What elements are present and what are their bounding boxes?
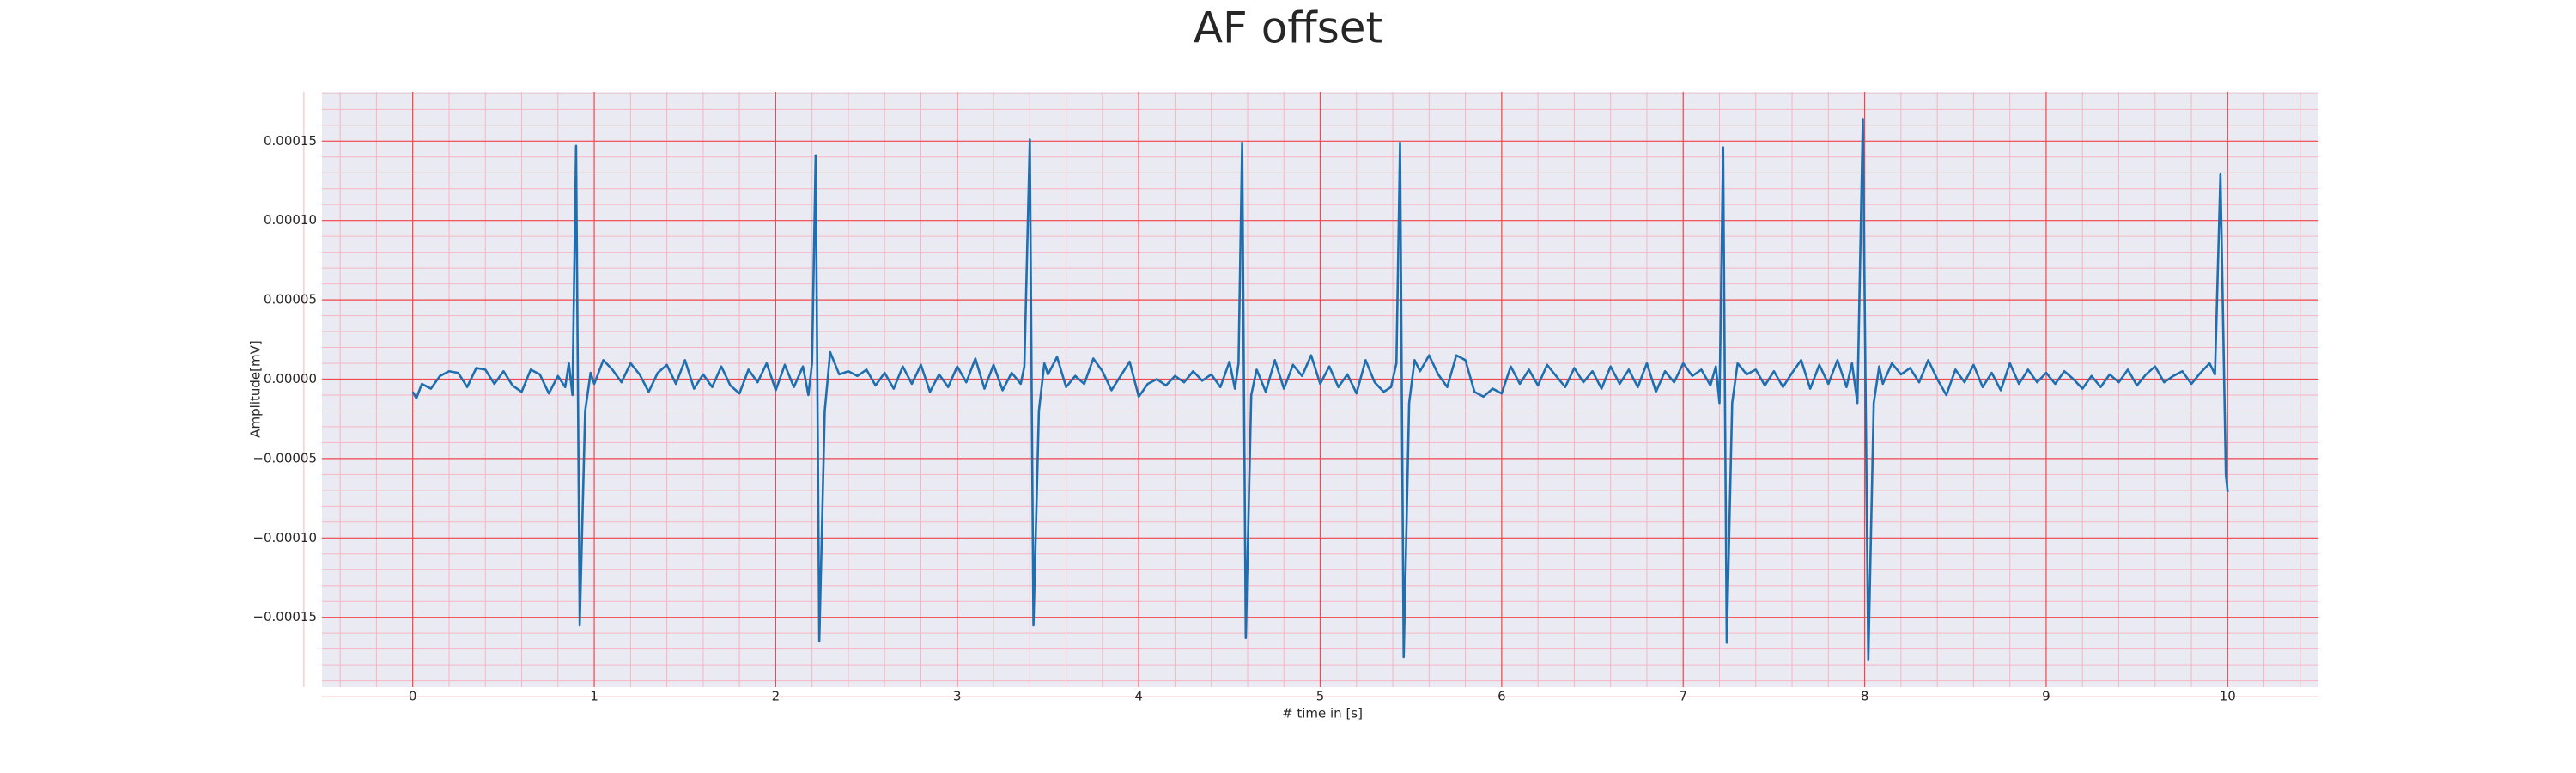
line bbox=[411, 118, 2229, 661]
x-tick-label: 5 bbox=[1316, 689, 1325, 704]
y-tick-label: 0.00000 bbox=[264, 371, 317, 386]
y-tick-label: −0.00005 bbox=[252, 450, 317, 466]
chart-title: AF offset bbox=[1194, 3, 1382, 53]
x-tick-label: 6 bbox=[1498, 689, 1506, 704]
x-tick-label: 9 bbox=[2042, 689, 2050, 704]
y-tick-label: −0.00015 bbox=[252, 609, 317, 624]
y-tick-label: 0.00015 bbox=[264, 133, 317, 149]
x-tick-label: 0 bbox=[409, 689, 417, 704]
x-tick-label: 3 bbox=[953, 689, 962, 704]
y-tick-label: 0.00005 bbox=[264, 292, 317, 307]
x-tick-label: 7 bbox=[1679, 689, 1687, 704]
y-axis-label: Amplitude[mV] bbox=[248, 340, 264, 437]
y-tick-label: 0.00010 bbox=[264, 212, 317, 228]
x-tick-label: 1 bbox=[590, 689, 598, 704]
y-tick-label: −0.00010 bbox=[252, 530, 317, 545]
x-tick-label: 4 bbox=[1134, 689, 1143, 704]
x-tick-label: 8 bbox=[1861, 689, 1869, 704]
x-axis-label: # time in [s] bbox=[1282, 706, 1363, 721]
x-tick-label: 10 bbox=[2220, 689, 2236, 704]
x-tick-label: 2 bbox=[772, 689, 781, 704]
